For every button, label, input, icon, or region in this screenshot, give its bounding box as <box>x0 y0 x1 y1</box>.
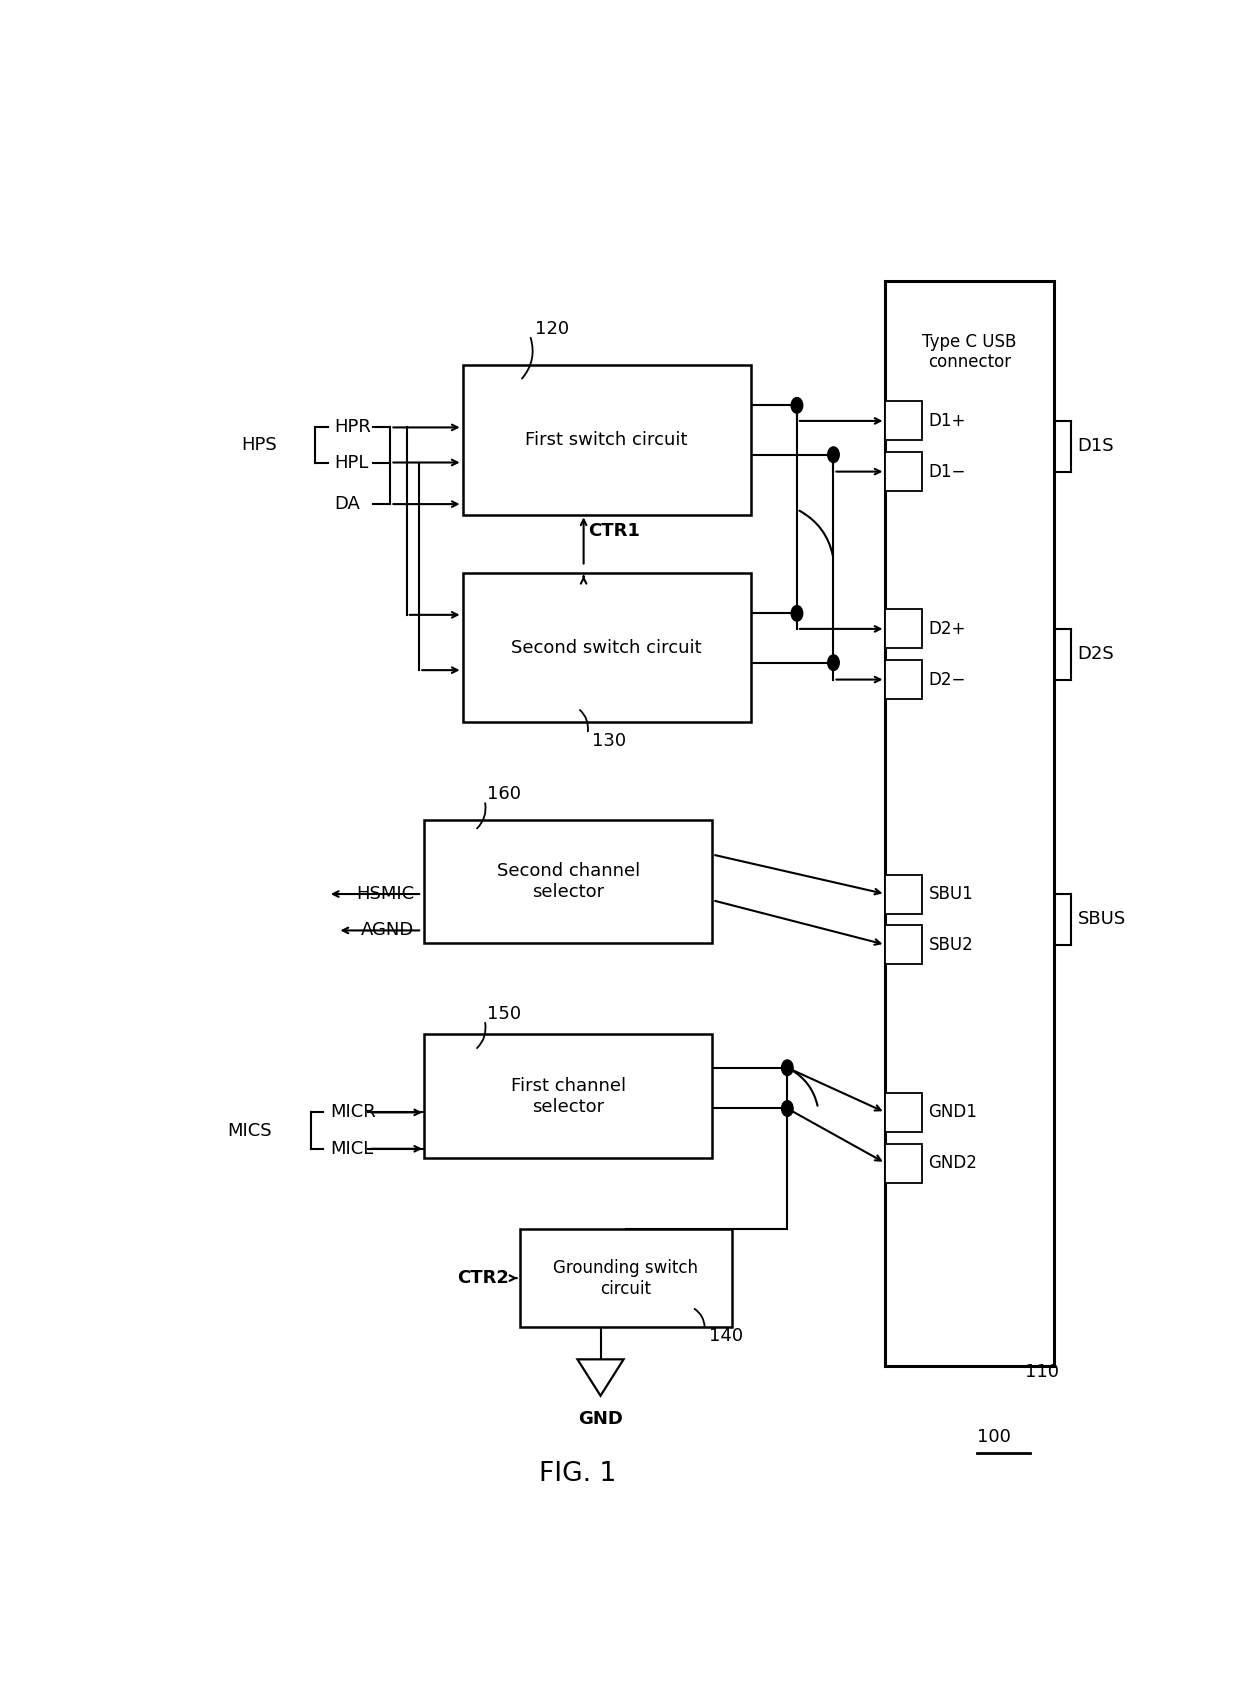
Text: 120: 120 <box>534 319 569 338</box>
Text: D2+: D2+ <box>929 619 966 638</box>
Circle shape <box>781 1101 794 1116</box>
Text: 160: 160 <box>486 785 521 803</box>
Text: DA: DA <box>335 495 361 513</box>
Text: D1−: D1− <box>929 463 966 481</box>
Text: AGND: AGND <box>361 922 414 940</box>
Circle shape <box>781 1060 794 1075</box>
Circle shape <box>828 655 839 670</box>
Text: 100: 100 <box>977 1428 1011 1447</box>
Text: GND2: GND2 <box>929 1155 977 1171</box>
Text: Type C USB
connector: Type C USB connector <box>923 333 1017 371</box>
Text: 140: 140 <box>709 1327 744 1345</box>
Bar <box>885 1143 921 1183</box>
Circle shape <box>828 447 839 463</box>
Bar <box>463 365 750 515</box>
Bar <box>885 874 921 913</box>
Text: MICR: MICR <box>330 1104 376 1121</box>
Bar <box>885 402 921 441</box>
Bar <box>885 925 921 964</box>
Circle shape <box>791 398 802 414</box>
Text: CTR2: CTR2 <box>456 1269 508 1288</box>
Polygon shape <box>578 1359 624 1396</box>
Text: SBU2: SBU2 <box>929 935 973 954</box>
Text: D1S: D1S <box>1078 437 1115 456</box>
Bar <box>463 572 750 722</box>
Bar <box>885 609 921 648</box>
Bar <box>885 280 1054 1366</box>
Bar <box>885 1092 921 1133</box>
Text: HPL: HPL <box>335 454 370 471</box>
Text: Grounding switch
circuit: Grounding switch circuit <box>553 1259 698 1298</box>
Text: GND: GND <box>578 1409 622 1428</box>
Text: FIG. 1: FIG. 1 <box>539 1460 616 1487</box>
Text: First switch circuit: First switch circuit <box>526 430 688 449</box>
Text: HPS: HPS <box>242 436 277 454</box>
Text: First channel
selector: First channel selector <box>511 1077 626 1116</box>
Text: 150: 150 <box>486 1004 521 1023</box>
Text: MICL: MICL <box>330 1139 373 1158</box>
Text: Second switch circuit: Second switch circuit <box>511 638 702 657</box>
Text: D1+: D1+ <box>929 412 966 430</box>
Text: SBU1: SBU1 <box>929 885 973 903</box>
Text: HSMIC: HSMIC <box>356 885 414 903</box>
Bar <box>424 1035 713 1158</box>
Bar <box>424 820 713 944</box>
Text: D2S: D2S <box>1078 645 1115 663</box>
Text: MICS: MICS <box>228 1121 273 1139</box>
Bar <box>885 452 921 491</box>
Text: Second channel
selector: Second channel selector <box>496 863 640 901</box>
Text: 130: 130 <box>593 731 626 749</box>
Text: D2−: D2− <box>929 670 966 689</box>
Bar <box>521 1229 732 1327</box>
Text: GND1: GND1 <box>929 1104 977 1121</box>
Text: 110: 110 <box>1024 1364 1059 1381</box>
Text: HPR: HPR <box>335 419 372 437</box>
Text: CTR1: CTR1 <box>589 522 640 540</box>
Circle shape <box>791 606 802 621</box>
Text: SBUS: SBUS <box>1078 910 1126 928</box>
Bar <box>885 660 921 699</box>
